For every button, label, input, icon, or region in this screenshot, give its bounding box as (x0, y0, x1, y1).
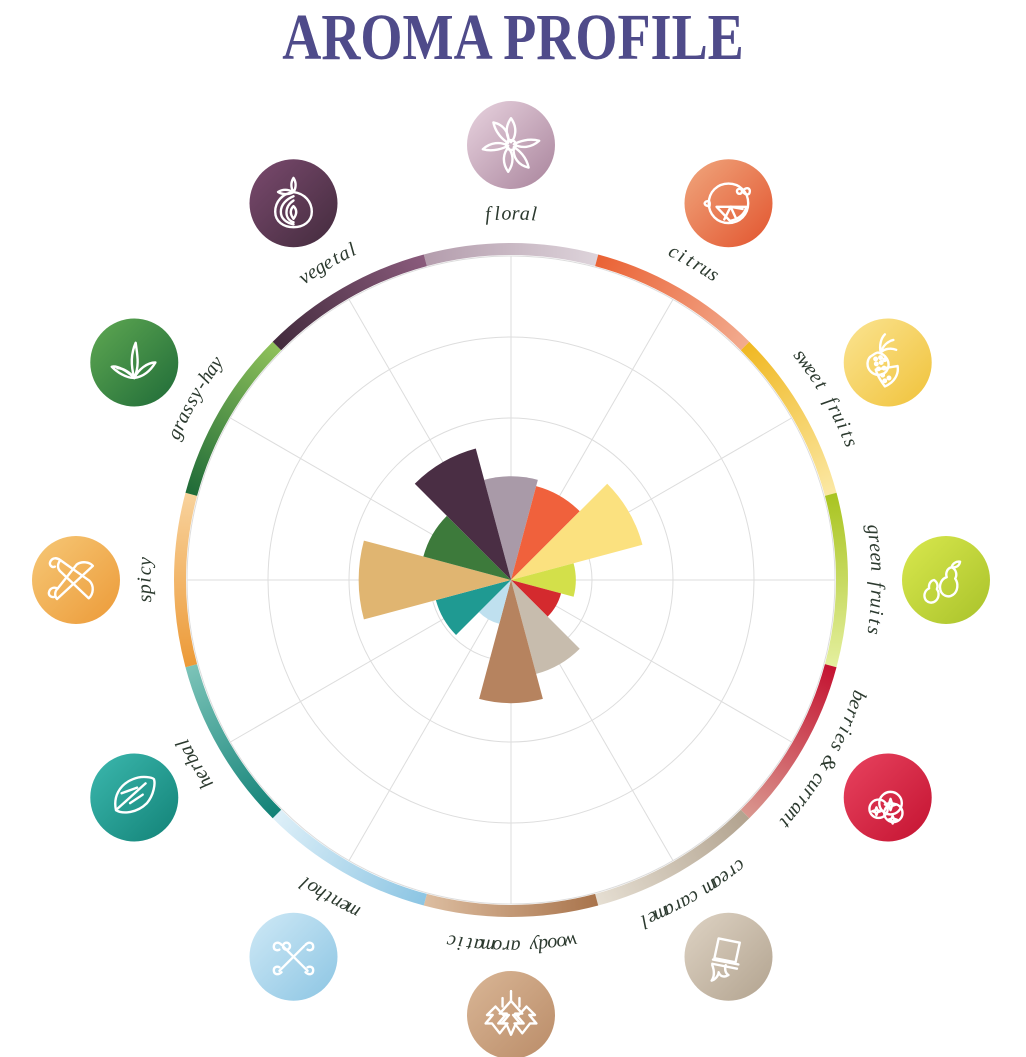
svg-text:a: a (473, 934, 485, 957)
svg-text:u: u (865, 597, 888, 608)
svg-text:n: n (866, 561, 888, 572)
svg-text:a: a (519, 203, 530, 225)
svg-text:l: l (531, 203, 538, 225)
svg-text:&: & (815, 751, 842, 776)
svg-text:a: a (510, 935, 520, 957)
svg-text:f: f (484, 203, 493, 225)
svg-text:o: o (501, 203, 511, 225)
svg-text:t: t (864, 617, 887, 625)
svg-text:c: c (134, 566, 156, 576)
svg-text:s: s (862, 625, 885, 636)
svg-text:c: c (445, 930, 457, 953)
svg-text:p: p (134, 584, 156, 597)
svg-text:i: i (134, 577, 156, 583)
svg-text:t: t (465, 933, 473, 956)
svg-text:i: i (865, 609, 887, 616)
svg-text:l: l (494, 203, 501, 225)
